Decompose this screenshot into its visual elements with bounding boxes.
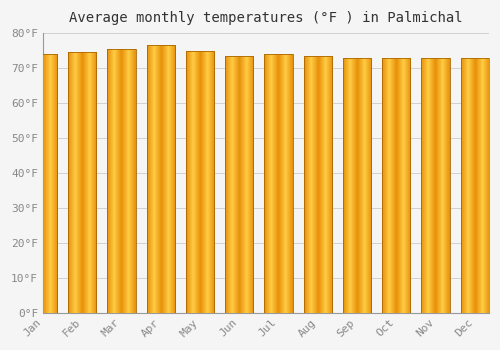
Bar — [108, 49, 136, 313]
Bar — [382, 58, 410, 313]
Bar — [304, 56, 332, 313]
Bar — [422, 58, 450, 313]
Bar — [29, 54, 57, 313]
Title: Average monthly temperatures (°F ) in Palmichal: Average monthly temperatures (°F ) in Pa… — [69, 11, 462, 25]
Bar — [460, 58, 489, 313]
Bar — [343, 58, 371, 313]
Bar — [146, 46, 175, 313]
Bar — [186, 51, 214, 313]
Bar — [68, 52, 96, 313]
Bar — [225, 56, 254, 313]
Bar — [264, 54, 292, 313]
